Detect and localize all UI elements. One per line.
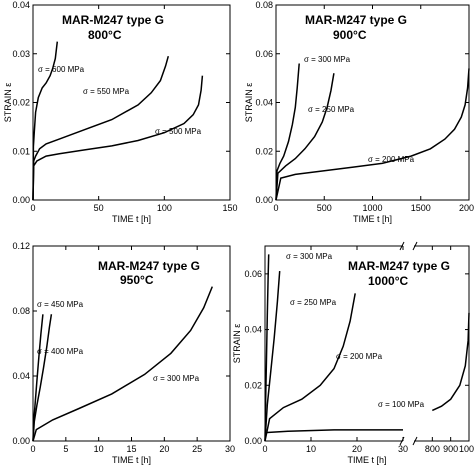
x-tick-label: 0: [273, 203, 278, 213]
x-tick-label: 1000: [459, 444, 474, 454]
y-tick-label: 0.00: [244, 436, 262, 446]
x-tick-label: 150: [222, 203, 237, 213]
plot-frame: [32, 4, 231, 201]
series-line: [32, 314, 53, 442]
x-tick-label: 20: [352, 444, 362, 454]
x-tick-label: 10: [306, 444, 316, 454]
x-tick-label: 800: [425, 444, 440, 454]
y-tick-label: 0.00: [12, 195, 30, 205]
chart-subtitle: 1000°C: [368, 274, 408, 288]
x-tick-label: 1000: [362, 203, 382, 213]
series-line: [32, 55, 170, 201]
x-tick-label: 5: [63, 444, 68, 454]
y-tick-label: 0.02: [255, 146, 273, 156]
series-line: [32, 75, 204, 201]
y-tick-label: 0.06: [255, 49, 273, 59]
chart-title: MAR-M247 type G: [62, 13, 164, 27]
x-tick-label: 30: [225, 444, 235, 454]
y-tick-label: 0.04: [244, 325, 262, 335]
y-axis-label: STRAIN ε: [232, 324, 242, 364]
x-tick-label: 500: [317, 203, 332, 213]
series-annotation: σ = 300 MPa: [286, 252, 333, 261]
x-tick-label: 1500: [411, 203, 431, 213]
y-tick-label: 0.02: [244, 380, 262, 390]
axis-break-mark: [412, 436, 418, 446]
y-tick-label: 0.06: [244, 269, 262, 279]
x-axis-label: TIME t [h]: [112, 455, 151, 465]
chart-title: MAR-M247 type G: [348, 259, 450, 273]
chart-subtitle: 950°C: [120, 273, 154, 287]
x-tick-label: 2000: [459, 203, 474, 213]
chart-subtitle: 900°C: [333, 28, 367, 42]
series-annotation: σ = 250 MPa: [290, 298, 337, 307]
series-line: [32, 41, 59, 201]
axis-break-mark: [399, 241, 405, 251]
series-line: [431, 312, 470, 412]
x-tick-label: 100: [157, 203, 172, 213]
series-annotation: σ = 550 MPa: [83, 87, 130, 96]
x-tick-label: 900: [443, 444, 458, 454]
y-axis-label: STRAIN ε: [244, 83, 254, 123]
x-tick-label: 0: [30, 203, 35, 213]
y-tick-label: 0.02: [12, 98, 30, 108]
plot-frame: [275, 4, 470, 201]
series-annotation: σ = 200 MPa: [368, 155, 415, 164]
series-annotation: σ = 450 MPa: [37, 300, 84, 309]
y-axis-label: STRAIN ε: [3, 83, 13, 123]
series-annotation: σ = 200 MPa: [336, 352, 383, 361]
chart-subtitle: 800°C: [88, 28, 122, 42]
chart-title: MAR-M247 type G: [305, 13, 407, 27]
y-tick-label: 0.00: [12, 436, 30, 446]
y-tick-label: 0.04: [255, 98, 273, 108]
y-tick-label: 0.04: [12, 371, 30, 381]
y-tick-label: 0.04: [12, 0, 30, 10]
series-line: [275, 63, 300, 201]
series-annotation: σ = 400 MPa: [37, 347, 84, 356]
panel-4: 0.00 0.02 0.04 0.06 0 10 20 30 8009001000 TIME t …: [232, 241, 474, 465]
x-tick-label: 10: [94, 444, 104, 454]
series-annotation: σ = 100 MPa: [378, 400, 425, 409]
series-line: [32, 286, 213, 442]
series-annotation: σ = 300 MPa: [153, 374, 200, 383]
y-tick-label: 0.08: [255, 0, 273, 10]
y-tick-label: 0.12: [12, 241, 30, 251]
panel-2: 0.00 0.02 0.04 0.06 0.08 0 500 1000 1500 2000 TIME…: [244, 0, 474, 224]
series-line: [264, 254, 270, 442]
y-tick-label: 0.00: [255, 195, 273, 205]
x-axis-label: TIME t [h]: [353, 214, 392, 224]
series-annotation: σ = 600 MPa: [38, 65, 85, 74]
series-line: [264, 429, 403, 434]
series-annotation: σ = 250 MPa: [308, 105, 355, 114]
x-tick-label: 0: [262, 444, 267, 454]
x-tick-label: 0: [30, 444, 35, 454]
x-tick-label: 30: [398, 444, 408, 454]
y-tick-label: 0.01: [12, 146, 30, 156]
panel-3: 0.00 0.04 0.08 0.12 0 5 10 15 20 25 30 TIME t [h] MA…: [12, 241, 235, 465]
y-tick-label: 0.03: [12, 49, 30, 59]
axis-break-mark: [412, 241, 418, 251]
plot-frame: [264, 245, 470, 442]
x-tick-label: 50: [94, 203, 104, 213]
y-tick-label: 0.08: [12, 306, 30, 316]
chart-title: MAR-M247 type G: [98, 259, 200, 273]
series-line: [264, 271, 281, 442]
series-line: [275, 68, 470, 201]
x-axis-label: TIME t [h]: [347, 455, 386, 465]
series-annotation: σ = 500 MPa: [155, 127, 202, 136]
x-axis-label: TIME t [h]: [112, 214, 151, 224]
x-tick-label: 20: [159, 444, 169, 454]
x-tick-label: 25: [192, 444, 202, 454]
series-annotation: σ = 300 MPa: [304, 55, 351, 64]
panel-1: 0.00 0.01 0.02 0.03 0.04 0 50 100 150 TIME t [h] S…: [3, 0, 238, 224]
x-tick-label: 15: [126, 444, 136, 454]
series-line: [264, 293, 356, 442]
series-line: [275, 73, 335, 201]
